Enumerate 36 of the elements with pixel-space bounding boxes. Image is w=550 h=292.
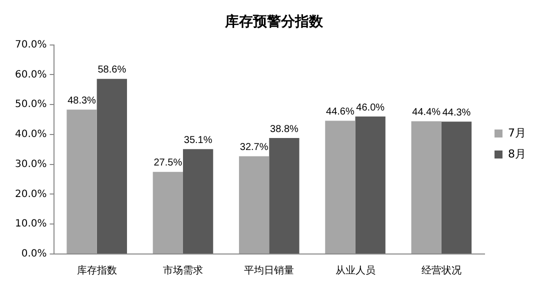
bar: [238, 156, 270, 254]
bar: [66, 110, 97, 254]
bar: [269, 138, 300, 254]
bar: [325, 120, 356, 254]
data-label: 58.6%: [98, 64, 126, 76]
bar: [441, 122, 472, 254]
legend-label: 7月: [508, 126, 526, 140]
y-tick-label: 70.0%: [14, 39, 47, 50]
y-tick-label: 0.0%: [21, 248, 47, 260]
chart-title: 库存预警分指数: [224, 13, 324, 30]
bar: [96, 78, 127, 254]
bar: [411, 121, 442, 254]
legend-label: 8月: [508, 147, 526, 160]
y-tick-label: 60.0%: [14, 69, 47, 80]
x-tick-label: 经营状况: [421, 264, 462, 277]
data-label: 38.8%: [270, 124, 298, 135]
bar: [182, 149, 214, 254]
bar: [355, 116, 386, 254]
data-label: 48.3%: [68, 95, 96, 106]
data-label: 44.3%: [442, 107, 471, 118]
data-label: 44.4%: [412, 107, 441, 118]
x-tick-label: 库存指数: [76, 264, 117, 277]
bar: [152, 172, 183, 254]
data-label: 46.0%: [356, 102, 385, 114]
data-label: 27.5%: [154, 158, 182, 169]
x-tick-label: 从业人员: [335, 264, 376, 277]
y-tick-label: 50.0%: [14, 99, 47, 110]
x-tick-label: 平均日销量: [244, 264, 294, 277]
y-tick-label: 40.0%: [14, 129, 47, 140]
data-label: 32.7%: [240, 142, 268, 154]
x-tick-label: 市场需求: [162, 264, 203, 277]
data-label: 35.1%: [184, 134, 212, 146]
y-tick-label: 30.0%: [14, 158, 47, 170]
data-label: 44.6%: [326, 106, 354, 118]
y-tick-label: 10.0%: [14, 218, 47, 230]
y-tick-label: 20.0%: [14, 188, 47, 200]
